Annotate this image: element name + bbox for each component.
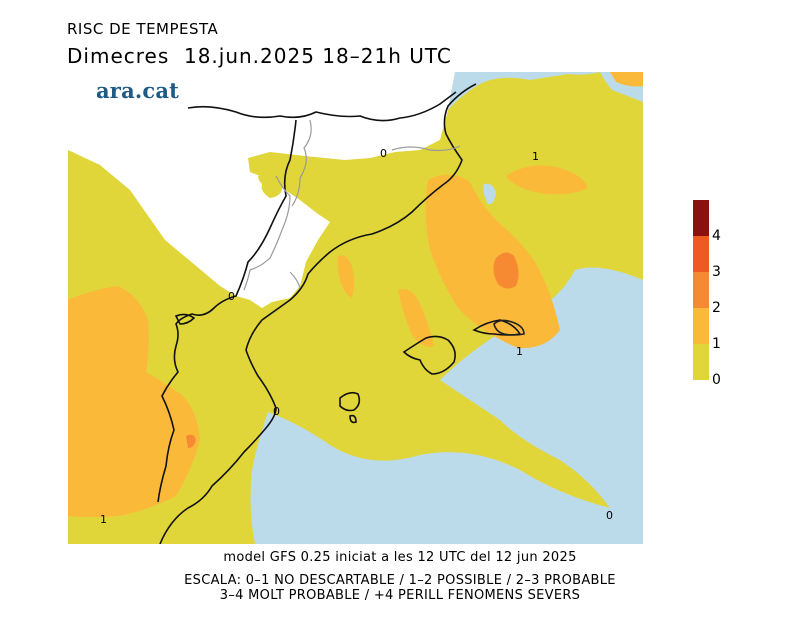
risk-level-1-2-area: [425, 174, 560, 349]
scale-description-line-2: 3–4 MOLT PROBABLE / +4 PERILL FENOMENS S…: [219, 588, 581, 603]
contour-label: 0: [606, 509, 613, 522]
contour-label: 0: [273, 405, 280, 418]
legend-swatch-1-2: [693, 308, 709, 344]
island-mallorca: [402, 335, 456, 375]
region-border: [243, 175, 291, 291]
forecast-date-subtitle: Dimecres 18.jun.2025 18–21h UTC: [67, 44, 452, 68]
coastline-iberia: [159, 83, 477, 544]
contour-label: 1: [100, 513, 107, 526]
contour-label: 0: [380, 147, 387, 160]
model-info-caption: model GFS 0.25 iniciat a les 12 UTC del …: [223, 550, 577, 565]
legend-tick-label: 4: [712, 228, 721, 244]
contour-label: 0: [228, 290, 235, 303]
legend-tick-label: 3: [712, 264, 721, 280]
ara-cat-logo: ara.cat: [96, 78, 180, 103]
contour-label: 1: [532, 150, 539, 163]
legend-tick-label: 0: [712, 372, 721, 388]
island-ibiza: [339, 391, 361, 412]
risk-level-2-3-area: [493, 252, 519, 289]
legend-swatch-2-3: [693, 272, 709, 308]
color-scale-legend: [693, 200, 709, 380]
no-data-area: [68, 72, 455, 308]
legend-tick-label: 2: [712, 300, 721, 316]
border-west: [157, 119, 297, 503]
legend-tick-label: 1: [712, 336, 721, 352]
border-north: [187, 91, 457, 122]
storm-risk-map: 0 1 1 0 0 1 0: [68, 72, 643, 544]
legend-swatch-3-4: [693, 236, 709, 272]
legend-swatch-4-plus: [693, 200, 709, 236]
chart-title: RISC DE TEMPESTA: [67, 20, 219, 38]
legend-swatch-0-1: [693, 344, 709, 380]
scale-description-line-1: ESCALA: 0–1 NO DESCARTABLE / 1–2 POSSIBL…: [184, 573, 616, 588]
contour-label: 1: [516, 345, 523, 358]
